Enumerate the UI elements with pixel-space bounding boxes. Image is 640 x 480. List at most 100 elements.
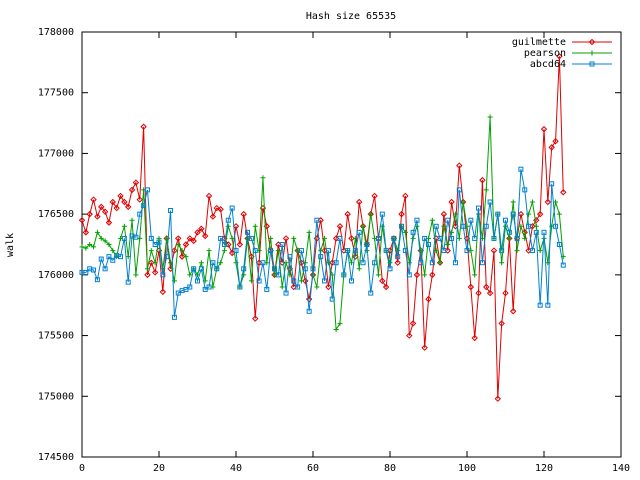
marker [128,186,136,194]
marker [560,262,566,268]
marker [94,213,101,220]
marker [275,272,281,278]
marker [322,235,328,241]
marker [206,248,212,254]
marker [506,229,512,235]
marker [175,235,182,242]
marker [529,248,535,254]
marker [209,213,217,220]
marker [471,334,478,342]
marker [125,279,131,285]
marker [352,253,359,260]
marker [549,181,555,187]
marker [183,254,189,260]
marker [272,266,277,272]
marker [91,267,97,273]
marker [448,198,455,206]
marker [256,278,262,284]
marker [82,229,90,236]
marker [295,284,301,290]
marker [132,179,140,186]
marker [205,192,213,200]
marker [398,210,405,218]
marker [102,266,108,272]
marker [541,229,547,235]
marker [113,204,120,212]
marker [121,223,127,229]
marker [229,205,235,211]
marker [98,203,105,211]
marker [214,266,220,272]
marker [117,192,124,200]
marker [506,235,513,242]
x-tick-label: 100 [458,463,476,474]
marker [322,278,328,284]
marker [452,260,458,266]
marker [168,208,174,213]
marker [110,248,116,254]
marker [537,248,543,254]
marker [337,320,343,326]
marker [533,217,540,224]
marker [83,245,89,251]
marker [491,235,497,241]
marker [118,254,123,260]
marker [548,144,555,151]
marker [556,211,562,217]
marker [514,248,520,254]
marker [94,229,100,235]
marker [91,244,97,250]
marker [268,248,274,254]
marker [221,248,227,254]
marker [137,211,143,217]
marker [129,217,135,223]
marker [402,248,408,254]
marker [382,283,390,291]
marker [518,223,524,229]
marker [221,242,227,247]
marker [225,217,231,223]
marker [409,320,417,327]
marker [144,266,150,272]
marker [148,259,155,266]
marker [406,332,413,339]
marker [433,223,439,229]
marker [121,235,127,241]
marker [186,235,194,242]
marker [198,266,204,272]
marker [399,223,405,229]
plot-frame [81,31,622,458]
marker [349,260,354,266]
marker [298,278,304,284]
marker [98,235,104,241]
marker [429,260,435,266]
marker [233,248,239,254]
marker [406,272,412,278]
marker [414,217,420,223]
legend-marker [588,38,596,46]
marker [206,284,212,290]
marker [472,235,478,241]
marker [86,210,93,218]
marker [291,235,297,241]
marker [148,248,154,254]
marker [191,266,197,272]
marker [187,284,193,290]
marker [252,315,259,322]
marker [201,232,209,240]
marker [237,284,243,290]
marker [352,248,358,254]
x-tick-label: 60 [307,463,319,474]
marker [476,205,482,211]
marker [217,206,224,213]
marker [225,223,231,229]
marker [394,259,401,266]
marker [540,125,548,133]
marker [87,242,93,247]
series-line [81,116,564,332]
marker [141,203,147,209]
x-tick-label: 0 [79,463,85,474]
marker [264,286,270,292]
x-tick-label: 20 [153,463,165,474]
marker [160,272,166,278]
